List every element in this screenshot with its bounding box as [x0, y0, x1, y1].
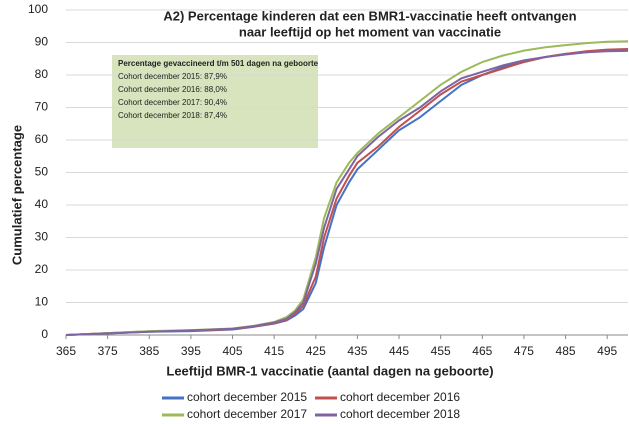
- x-axis-title: Leeftijd BMR-1 vaccinatie (aantal dagen …: [166, 363, 493, 378]
- x-tick-label: 395: [181, 344, 201, 358]
- y-tick-label: 50: [35, 165, 49, 179]
- x-tick-label: 425: [306, 344, 326, 358]
- x-tick-label: 495: [597, 344, 617, 358]
- x-tick-label: 385: [139, 344, 159, 358]
- y-tick-label: 100: [28, 2, 48, 16]
- x-tick-label: 365: [56, 344, 76, 358]
- chart-title: A2) Percentage kinderen dat een BMR1-vac…: [163, 8, 576, 23]
- y-tick-label: 70: [35, 100, 49, 114]
- x-tick-label: 455: [431, 344, 451, 358]
- y-tick-label: 80: [35, 67, 49, 81]
- y-axis-title: Cumulatief percentage: [9, 125, 24, 265]
- x-tick-label: 485: [556, 344, 576, 358]
- x-tick-label: 445: [389, 344, 409, 358]
- y-tick-label: 10: [35, 295, 49, 309]
- chart-title: naar leeftijd op het moment van vaccinat…: [239, 24, 501, 39]
- y-tick-label: 90: [35, 35, 49, 49]
- annotation-text: Cohort december 2016: 88,0%: [118, 85, 227, 94]
- x-tick-label: 375: [98, 344, 118, 358]
- legend-label: cohort december 2016: [340, 390, 460, 404]
- y-tick-label: 30: [35, 230, 49, 244]
- x-tick-label: 465: [472, 344, 492, 358]
- legend-label: cohort december 2017: [187, 407, 307, 421]
- series-line: [65, 49, 629, 336]
- y-tick-label: 60: [35, 132, 49, 146]
- legend-label: cohort december 2015: [187, 390, 307, 404]
- x-tick-label: 405: [223, 344, 243, 358]
- annotation-text: Cohort december 2017: 90,4%: [118, 98, 227, 107]
- annotation-text: Cohort december 2015: 87,9%: [118, 72, 227, 81]
- y-tick-label: 20: [35, 262, 49, 276]
- x-tick-label: 415: [264, 344, 284, 358]
- x-tick-label: 475: [514, 344, 534, 358]
- y-tick-label: 40: [35, 197, 49, 211]
- annotation-text: Cohort december 2018: 87,4%: [118, 111, 227, 120]
- x-tick-label: 435: [347, 344, 367, 358]
- annotation-box: [112, 55, 318, 148]
- legend-label: cohort december 2018: [340, 407, 460, 421]
- y-tick-label: 0: [41, 327, 48, 341]
- annotation-text: Percentage gevaccineerd t/m 501 dagen na…: [118, 59, 319, 68]
